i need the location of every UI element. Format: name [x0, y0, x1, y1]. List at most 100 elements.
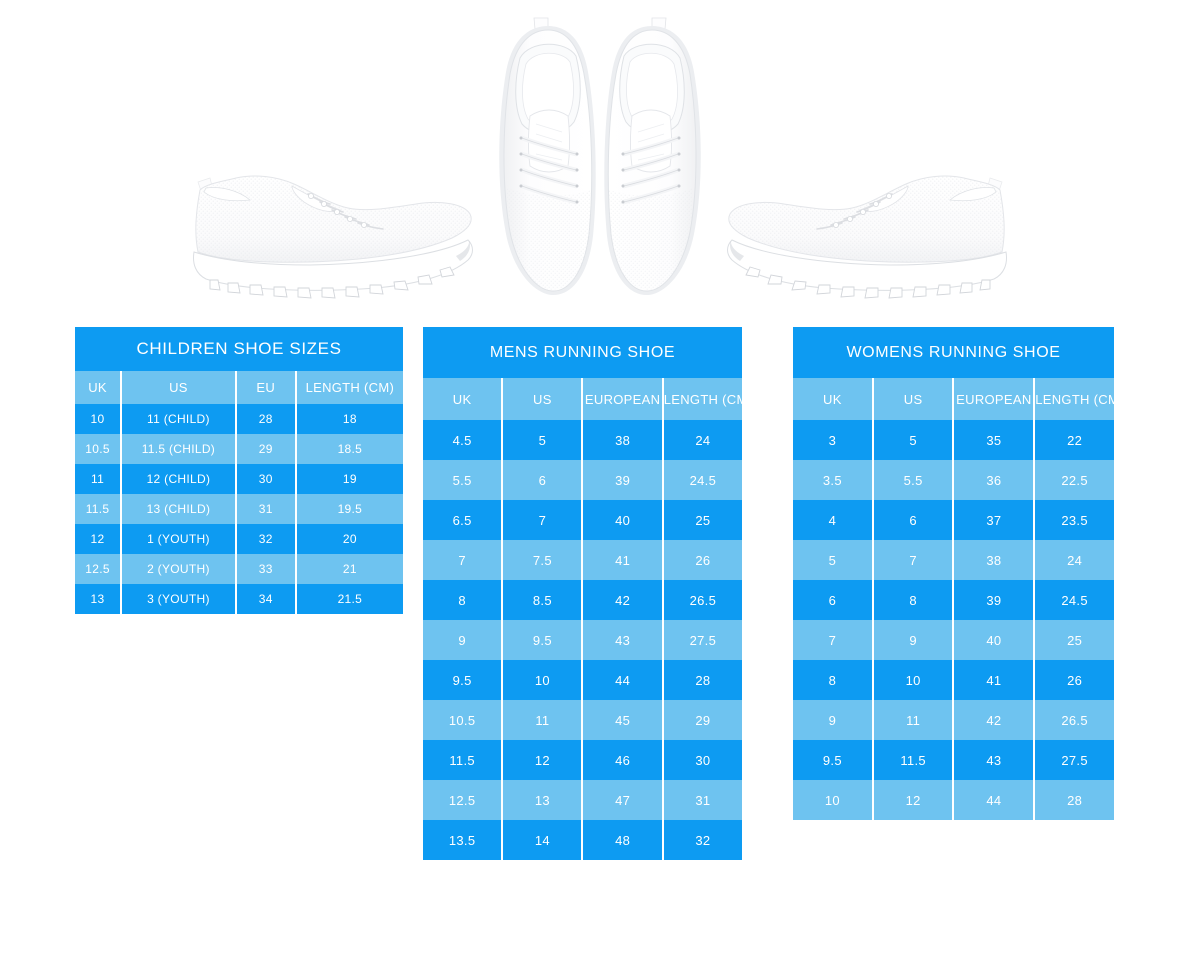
- table-cell: 40: [582, 500, 664, 540]
- table-cell: 24.5: [689, 472, 717, 488]
- table-cell: 12: [75, 524, 123, 554]
- table-cell: 6: [793, 580, 874, 620]
- table-cell: 8: [872, 580, 955, 620]
- table-cell: 44: [953, 780, 1036, 820]
- table-cell: 12: [502, 740, 584, 780]
- table-cell: 10.5: [75, 434, 123, 464]
- column-header-length-cm: LENGTH (CM): [663, 391, 753, 407]
- table-cell: 10: [793, 780, 874, 820]
- table-row: 11 12 (CHILD) 30 19: [75, 464, 403, 494]
- column-header-uk: UK: [75, 371, 123, 404]
- table-row: 9 11 42 26.5: [793, 700, 1114, 740]
- table-cell: 28: [1067, 792, 1083, 808]
- table-cell: 3 (YOUTH): [121, 584, 237, 614]
- table-cell: 43: [582, 620, 664, 660]
- shoe-right-profile: [727, 175, 1007, 299]
- table-cell: 37: [953, 500, 1036, 540]
- table-cell: 11: [502, 700, 584, 740]
- table-cell: 14: [502, 820, 584, 860]
- mens-table-title: MENS RUNNING SHOE: [423, 327, 742, 378]
- table-cell: 40: [953, 620, 1036, 660]
- table-cell: 41: [582, 540, 664, 580]
- table-cell: 6: [502, 460, 584, 500]
- table-cell: 8.5: [502, 580, 584, 620]
- table-cell: 47: [582, 780, 664, 820]
- table-cell: 34: [235, 584, 297, 614]
- table-cell: 32: [235, 524, 297, 554]
- table-cell: 9.5: [502, 620, 584, 660]
- table-cell: 39: [953, 580, 1036, 620]
- table-cell: 11.5: [872, 740, 955, 780]
- table-cell: 48: [582, 820, 664, 860]
- table-cell: 18.5: [337, 442, 363, 456]
- table-cell: 11: [872, 700, 955, 740]
- table-cell: 26: [695, 552, 711, 568]
- table-cell: 11.5 (CHILD): [121, 434, 237, 464]
- table-cell: 42: [582, 580, 664, 620]
- table-cell: 7: [793, 620, 874, 660]
- column-header-european: EUROPEAN: [582, 378, 664, 420]
- table-cell: 13: [502, 780, 584, 820]
- table-cell: 25: [695, 512, 711, 528]
- column-header-eu: EU: [235, 371, 297, 404]
- table-row: 7 7.5 41 26: [423, 540, 742, 580]
- table-row: 3.5 5.5 36 22.5: [793, 460, 1114, 500]
- table-cell: 7: [872, 540, 955, 580]
- table-row: 11.5 12 46 30: [423, 740, 742, 780]
- table-cell: 38: [953, 540, 1036, 580]
- table-row: 6 8 39 24.5: [793, 580, 1114, 620]
- table-cell: 46: [582, 740, 664, 780]
- children-header-row: UK US EU LENGTH (CM): [75, 371, 403, 404]
- column-header-length-cm: LENGTH (CM): [1035, 391, 1124, 407]
- table-cell: 13: [75, 584, 123, 614]
- table-cell: 7: [502, 500, 584, 540]
- table-row: 9.5 10 44 28: [423, 660, 742, 700]
- product-image-band: [0, 0, 1200, 320]
- table-cell: 42: [953, 700, 1036, 740]
- table-cell: 9.5: [423, 660, 504, 700]
- table-cell: 26: [1067, 672, 1083, 688]
- children-table-title: CHILDREN SHOE SIZES: [75, 327, 403, 371]
- table-cell: 2 (YOUTH): [121, 554, 237, 584]
- table-cell: 36: [953, 460, 1036, 500]
- table-cell: 33: [235, 554, 297, 584]
- table-cell: 29: [695, 712, 711, 728]
- table-cell: 41: [953, 660, 1036, 700]
- table-cell: 28: [235, 404, 297, 434]
- table-row: 12.5 2 (YOUTH) 33 21: [75, 554, 403, 584]
- table-row: 13 3 (YOUTH) 34 21.5: [75, 584, 403, 614]
- table-row: 10 11 (CHILD) 28 18: [75, 404, 403, 434]
- shoe-left-profile: [193, 175, 473, 299]
- table-cell: 5: [793, 540, 874, 580]
- table-cell: 35: [953, 420, 1036, 460]
- table-row: 8 8.5 42 26.5: [423, 580, 742, 620]
- table-row: 3 5 35 22: [793, 420, 1114, 460]
- table-row: 4.5 5 38 24: [423, 420, 742, 460]
- table-cell: 9.5: [793, 740, 874, 780]
- table-cell: 31: [695, 792, 711, 808]
- children-table-grid: UK US EU LENGTH (CM) 10 11 (CHILD) 28 18 10.5 11.…: [75, 371, 403, 614]
- table-row: 12.5 13 47 31: [423, 780, 742, 820]
- womens-header-row: UK US EUROPEAN LENGTH (CM): [793, 378, 1124, 420]
- table-cell: 5: [502, 420, 584, 460]
- table-cell: 10: [872, 660, 955, 700]
- table-cell: 8: [423, 580, 504, 620]
- table-cell: 6.5: [423, 500, 504, 540]
- table-cell: 18: [342, 412, 357, 426]
- table-cell: 20: [342, 532, 357, 546]
- table-cell: 4.5: [423, 420, 504, 460]
- column-header-uk: UK: [793, 378, 874, 420]
- table-cell: 30: [235, 464, 297, 494]
- table-cell: 13 (CHILD): [121, 494, 237, 524]
- table-cell: 11.5: [423, 740, 504, 780]
- table-row: 9 9.5 43 27.5: [423, 620, 742, 660]
- table-cell: 9: [793, 700, 874, 740]
- table-cell: 11 (CHILD): [121, 404, 237, 434]
- table-cell: 23.5: [1061, 512, 1088, 528]
- table-cell: 26.5: [689, 592, 717, 608]
- table-cell: 5.5: [423, 460, 504, 500]
- table-cell: 19: [342, 472, 357, 486]
- table-cell: 4: [793, 500, 874, 540]
- table-cell: 9: [423, 620, 504, 660]
- table-cell: 43: [953, 740, 1036, 780]
